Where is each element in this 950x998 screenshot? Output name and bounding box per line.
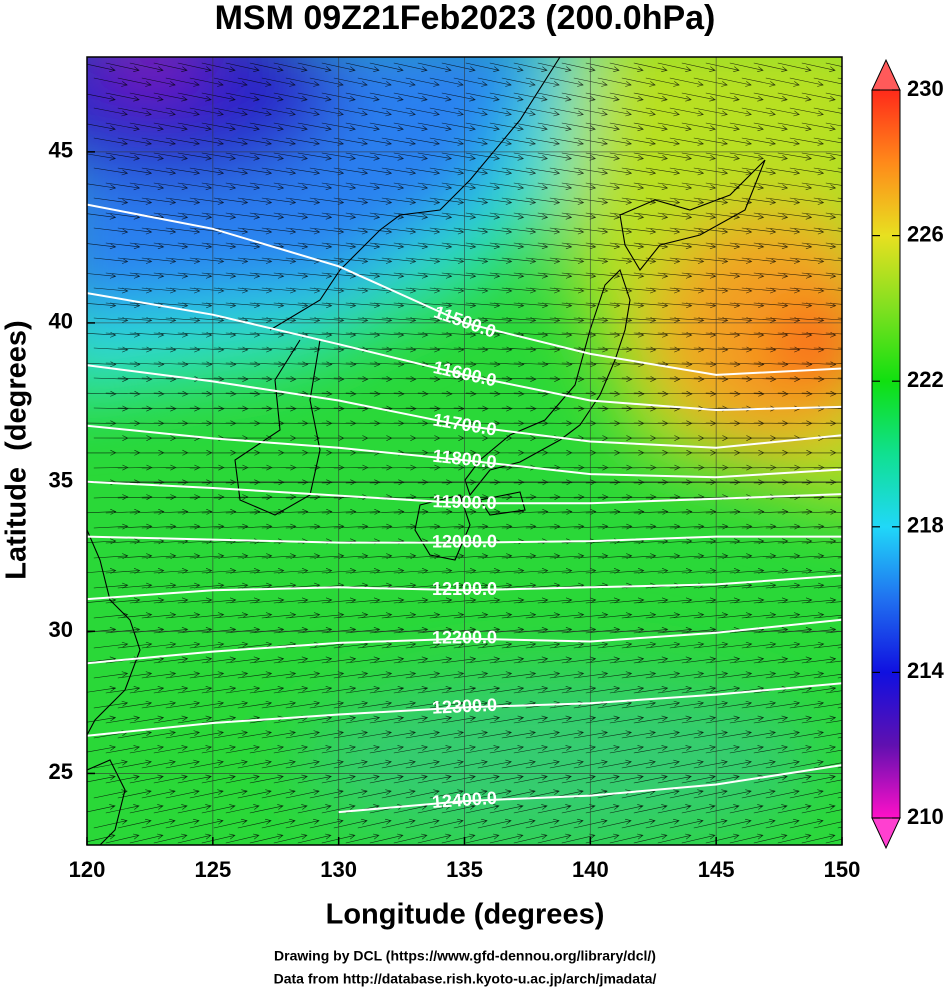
contour-label: 12200.0 [432,627,497,647]
y-tick-label: 30 [49,617,73,642]
contour-line [338,764,842,814]
colorbar-tick-label: 230 [907,76,944,101]
contour-label: 12000.0 [432,531,497,551]
colorbar-tick-label: 214 [907,658,944,683]
y-tick-label: 35 [49,468,73,493]
colorbar-tick-label: 226 [907,221,944,246]
colorbar [871,89,901,819]
wind-vectors [87,62,842,844]
y-tick-label: 25 [49,759,73,784]
x-tick-label: 130 [320,857,357,882]
colorbar-tick-label: 218 [907,513,944,538]
contours: 11500.011600.011700.011800.011900.012000… [87,203,842,814]
y-tick-label: 40 [49,309,73,334]
x-tick-label: 135 [446,857,483,882]
honshu [464,268,631,497]
colorbar-extend-max [871,58,901,91]
contour-line [87,364,842,449]
x-tick-label: 150 [824,857,861,882]
credit: Drawing by DCL (https://www.gfd-dennou.o… [274,948,656,964]
colorbar-tick-label: 210 [907,804,944,829]
contour-label: 12400.0 [431,788,497,812]
contour-line [87,574,842,601]
x-tick-label: 125 [194,857,231,882]
x-tick-label: 120 [69,857,106,882]
contour-label: 12100.0 [432,579,497,599]
china-coast [87,529,141,845]
colorbar-tick-label: 222 [907,367,944,392]
contour-line [87,618,842,665]
contour-line [87,292,842,412]
x-tick-label: 140 [572,857,609,882]
plot-frame [86,56,843,846]
colorbar-extend-min [871,817,901,850]
contour-line [87,682,842,737]
x-axis-label: Longitude (degrees) [326,899,605,931]
contour-line [87,535,842,544]
contour-line [87,203,842,376]
contour-line [87,424,842,479]
chart-title: MSM 09Z21Feb2023 (200.0hPa) [215,0,716,37]
x-tick-label: 145 [698,857,735,882]
y-tick-label: 45 [49,138,73,163]
y-axis-label: Latitude (degrees) [1,320,33,579]
contour-label: 11900.0 [432,491,497,513]
wind-arrows [87,62,842,844]
contour-line [87,480,842,505]
credit: Data from http://database.rish.kyoto-u.a… [274,971,657,987]
contour-label: 12300.0 [431,695,497,718]
hokkaido [619,159,766,271]
